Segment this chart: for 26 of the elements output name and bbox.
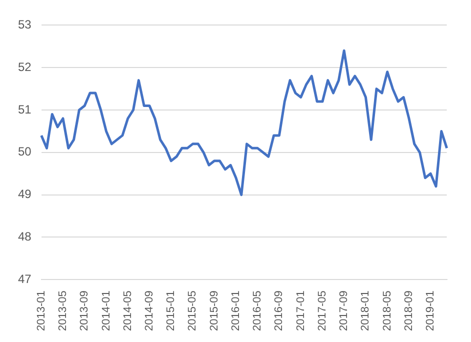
x-tick-label: 2013-01 [35, 290, 48, 332]
y-tick-label: 49 [18, 187, 32, 202]
y-tick-label: 47 [18, 272, 32, 286]
y-tick-label: 48 [18, 230, 32, 244]
x-tick-label: 2014-05 [122, 290, 134, 332]
x-tick-label: 2016-05 [252, 290, 264, 332]
x-tick-label: 2015-09 [208, 290, 220, 332]
x-tick-label: 2017-01 [294, 290, 307, 332]
x-tick-label: 2017-09 [338, 290, 350, 332]
x-tick-label: 2018-05 [381, 290, 394, 332]
x-tick-label: 2019-01 [424, 290, 437, 332]
x-tick-label: 2014-09 [144, 290, 156, 332]
x-tick-label: 2014-01 [100, 290, 112, 332]
x-tick-label: 2015-01 [165, 290, 178, 332]
y-tick-label: 52 [18, 60, 32, 74]
x-tick-label: 2016-01 [230, 290, 242, 332]
x-tick-label: 2018-01 [360, 290, 372, 332]
y-tick-label: 53 [18, 18, 32, 32]
x-tick-label: 2013-09 [78, 290, 91, 332]
x-tick-label: 2018-09 [402, 290, 415, 332]
y-tick-label: 51 [18, 102, 32, 116]
x-tick-label: 2017-05 [316, 290, 328, 332]
x-tick-label: 2016-09 [273, 290, 286, 332]
x-tick-label: 2015-05 [186, 290, 199, 332]
y-tick-label: 50 [18, 144, 32, 159]
x-tick-label: 2013-05 [57, 290, 70, 332]
